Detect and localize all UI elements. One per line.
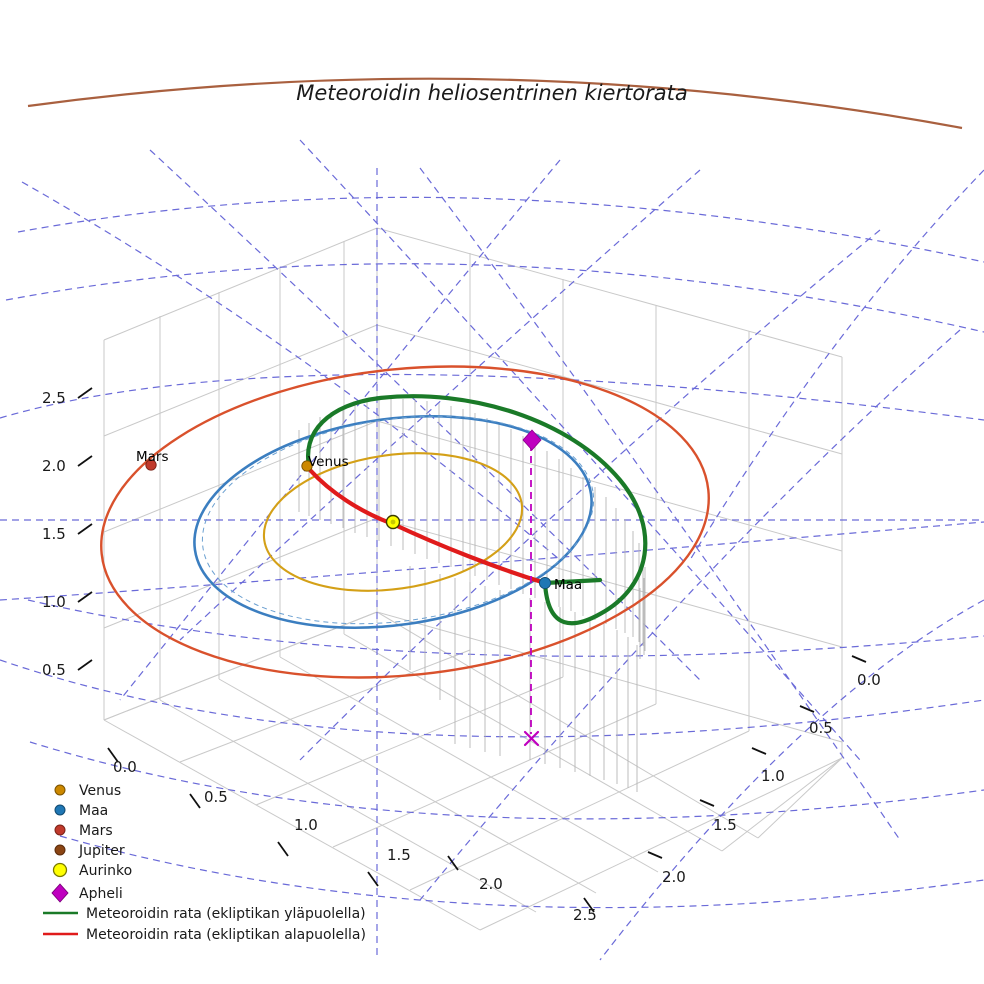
legend-label-venus: Venus <box>79 783 121 799</box>
axes-grid-blue-dashed <box>0 139 984 961</box>
sun-marker <box>385 514 401 530</box>
legend-label-below-ecliptic: Meteoroidin rata (ekliptikan alapuolella… <box>86 927 366 943</box>
y-axis-tick-labels: 0.0 0.5 1.0 1.5 2.0 <box>662 671 881 886</box>
x-axis-tick-labels: 0.0 0.5 1.0 1.5 2.0 2.5 <box>113 758 597 924</box>
z-tick: 2.0 <box>42 457 66 475</box>
earth-marker <box>538 576 552 590</box>
maa-label: Maa <box>554 577 582 593</box>
legend-label-jupiter: Jupiter <box>78 843 125 859</box>
legend-marker-jupiter <box>54 844 66 856</box>
aphelion-projection-x-icon <box>523 730 540 747</box>
meteoroid-orbit-above-ecliptic <box>306 394 648 626</box>
page-title: Meteoroidin heliosentrinen kiertorata <box>296 81 688 105</box>
mars-orbit <box>100 365 710 679</box>
legend-label-mars: Mars <box>79 823 113 839</box>
legend-label-above-ecliptic: Meteoroidin rata (ekliptikan yläpuolella… <box>86 906 366 922</box>
jupiter-orbit <box>27 77 963 130</box>
meteoroid-droplines <box>298 399 646 792</box>
x-tick: 1.5 <box>387 846 411 864</box>
legend-marker-apheli <box>51 883 69 903</box>
y-tick: 1.5 <box>713 816 737 834</box>
y-tick: 0.0 <box>857 671 881 689</box>
legend-marker-aurinko <box>52 862 68 878</box>
x-tick: 2.0 <box>479 875 503 893</box>
x-tick: 2.5 <box>573 906 597 924</box>
venus-label: Venus <box>308 454 349 470</box>
legend-marker-maa <box>54 804 66 816</box>
x-tick: 1.0 <box>294 816 318 834</box>
mars-marker <box>145 459 157 471</box>
mars-label: Mars <box>136 449 169 465</box>
x-tick: 0.5 <box>204 788 228 806</box>
axis-tick-marks <box>77 387 867 913</box>
y-tick: 2.0 <box>662 868 686 886</box>
venus-orbit <box>262 452 524 592</box>
x-tick: 0.0 <box>113 758 137 776</box>
z-tick: 0.5 <box>42 661 66 679</box>
legend-label-apheli: Apheli <box>79 886 123 902</box>
z-tick: 2.5 <box>42 389 66 407</box>
aphelion-marker <box>522 429 542 451</box>
meteoroid-orbit-below-ecliptic <box>307 467 548 586</box>
venus-marker <box>301 460 313 472</box>
z-tick: 1.5 <box>42 525 66 543</box>
legend-marker-mars <box>54 824 66 836</box>
earth-orbit <box>193 414 595 630</box>
y-tick: 1.0 <box>761 767 785 785</box>
legend-label-aurinko: Aurinko <box>79 863 132 879</box>
z-tick: 1.0 <box>42 593 66 611</box>
y-tick: 0.5 <box>809 719 833 737</box>
legend: Venus Maa Mars Jupiter Aurinko Apheli Me… <box>43 783 366 943</box>
legend-marker-venus <box>54 784 66 796</box>
z-axis-tick-labels: 2.5 2.0 1.5 1.0 0.5 <box>42 389 66 679</box>
legend-label-maa: Maa <box>79 803 108 819</box>
